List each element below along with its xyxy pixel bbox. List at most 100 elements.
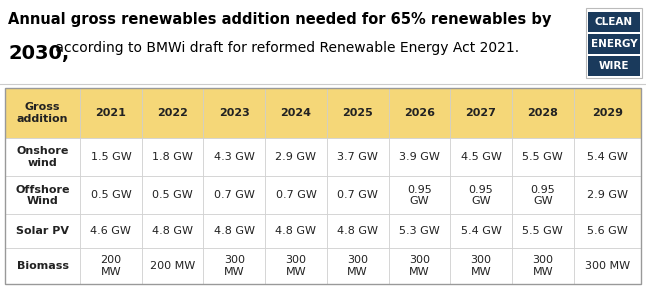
Text: WIRE: WIRE bbox=[599, 61, 629, 71]
Bar bbox=[80, 214, 141, 248]
Bar bbox=[450, 138, 512, 176]
Text: 4.6 GW: 4.6 GW bbox=[90, 226, 131, 236]
Text: 5.4 GW: 5.4 GW bbox=[461, 226, 501, 236]
Text: 5.5 GW: 5.5 GW bbox=[523, 226, 563, 236]
Bar bbox=[5, 176, 80, 214]
Bar bbox=[574, 214, 641, 248]
Text: Solar PV: Solar PV bbox=[16, 226, 69, 236]
Text: 5.3 GW: 5.3 GW bbox=[399, 226, 440, 236]
Bar bbox=[327, 248, 388, 284]
Text: CLEAN: CLEAN bbox=[595, 17, 633, 27]
Text: 1.5 GW: 1.5 GW bbox=[90, 152, 131, 162]
Text: 2030,: 2030, bbox=[8, 44, 69, 63]
Bar bbox=[265, 248, 327, 284]
Bar bbox=[265, 176, 327, 214]
Bar bbox=[512, 248, 574, 284]
Bar bbox=[450, 214, 512, 248]
Bar bbox=[265, 138, 327, 176]
Bar bbox=[203, 88, 265, 138]
Bar bbox=[5, 88, 80, 138]
Bar bbox=[327, 138, 388, 176]
Text: Offshore
Wind: Offshore Wind bbox=[16, 185, 70, 206]
Text: 0.95
GW: 0.95 GW bbox=[468, 185, 494, 206]
Bar bbox=[141, 138, 203, 176]
Bar bbox=[388, 138, 450, 176]
Bar bbox=[5, 214, 80, 248]
Bar bbox=[574, 138, 641, 176]
Bar bbox=[586, 8, 642, 78]
Text: 2025: 2025 bbox=[342, 108, 373, 118]
Bar bbox=[388, 176, 450, 214]
Bar bbox=[574, 248, 641, 284]
Bar bbox=[574, 88, 641, 138]
Text: 200 MW: 200 MW bbox=[150, 261, 195, 271]
Bar bbox=[588, 55, 640, 76]
Bar bbox=[265, 214, 327, 248]
Text: 300
MW: 300 MW bbox=[347, 255, 368, 277]
Text: 2024: 2024 bbox=[280, 108, 311, 118]
Text: 0.7 GW: 0.7 GW bbox=[337, 190, 378, 200]
Text: 0.95
GW: 0.95 GW bbox=[407, 185, 432, 206]
Bar bbox=[450, 248, 512, 284]
Text: 5.4 GW: 5.4 GW bbox=[587, 152, 628, 162]
Bar bbox=[80, 248, 141, 284]
Text: 0.5 GW: 0.5 GW bbox=[90, 190, 131, 200]
Bar bbox=[141, 214, 203, 248]
Bar bbox=[512, 176, 574, 214]
Bar bbox=[203, 248, 265, 284]
Bar bbox=[141, 176, 203, 214]
Bar bbox=[512, 214, 574, 248]
Text: 4.8 GW: 4.8 GW bbox=[152, 226, 193, 236]
Bar bbox=[80, 88, 141, 138]
Bar bbox=[588, 34, 640, 54]
Bar bbox=[450, 88, 512, 138]
Text: 4.8 GW: 4.8 GW bbox=[214, 226, 255, 236]
Bar bbox=[5, 248, 80, 284]
Text: Annual gross renewables addition needed for 65% renewables by: Annual gross renewables addition needed … bbox=[8, 12, 552, 27]
Bar bbox=[265, 88, 327, 138]
Bar bbox=[327, 214, 388, 248]
Text: 1.8 GW: 1.8 GW bbox=[152, 152, 193, 162]
Text: 0.7 GW: 0.7 GW bbox=[276, 190, 317, 200]
Text: 0.7 GW: 0.7 GW bbox=[214, 190, 255, 200]
Bar bbox=[588, 11, 640, 32]
Bar bbox=[203, 138, 265, 176]
Bar bbox=[141, 248, 203, 284]
Text: according to BMWi draft for reformed Renewable Energy Act 2021.: according to BMWi draft for reformed Ren… bbox=[51, 41, 519, 55]
Bar bbox=[80, 176, 141, 214]
Text: 2029: 2029 bbox=[592, 108, 623, 118]
Bar bbox=[512, 138, 574, 176]
Text: 300 MW: 300 MW bbox=[585, 261, 630, 271]
Text: 2028: 2028 bbox=[527, 108, 558, 118]
Text: 3.9 GW: 3.9 GW bbox=[399, 152, 440, 162]
Text: 300
MW: 300 MW bbox=[224, 255, 245, 277]
Text: 5.5 GW: 5.5 GW bbox=[523, 152, 563, 162]
Bar bbox=[388, 214, 450, 248]
Text: 4.5 GW: 4.5 GW bbox=[461, 152, 501, 162]
Text: Biomass: Biomass bbox=[17, 261, 68, 271]
Text: 2022: 2022 bbox=[157, 108, 188, 118]
Text: 300
MW: 300 MW bbox=[286, 255, 306, 277]
Bar bbox=[0, 0, 646, 86]
Text: 5.6 GW: 5.6 GW bbox=[587, 226, 628, 236]
Text: 2026: 2026 bbox=[404, 108, 435, 118]
Bar bbox=[203, 214, 265, 248]
Text: Gross
addition: Gross addition bbox=[17, 102, 68, 124]
Text: 4.8 GW: 4.8 GW bbox=[337, 226, 378, 236]
Text: 0.5 GW: 0.5 GW bbox=[152, 190, 193, 200]
Text: 2027: 2027 bbox=[466, 108, 497, 118]
Text: 3.7 GW: 3.7 GW bbox=[337, 152, 378, 162]
Text: 300
MW: 300 MW bbox=[470, 255, 492, 277]
Text: Onshore
wind: Onshore wind bbox=[16, 146, 68, 168]
Text: 4.3 GW: 4.3 GW bbox=[214, 152, 255, 162]
Bar bbox=[327, 88, 388, 138]
Text: 2.9 GW: 2.9 GW bbox=[587, 190, 628, 200]
Text: 200
MW: 200 MW bbox=[100, 255, 121, 277]
Text: ENERGY: ENERGY bbox=[590, 39, 638, 49]
Text: 300
MW: 300 MW bbox=[532, 255, 553, 277]
Text: 2021: 2021 bbox=[96, 108, 127, 118]
Bar bbox=[450, 176, 512, 214]
Bar bbox=[141, 88, 203, 138]
Bar bbox=[512, 88, 574, 138]
Bar bbox=[80, 138, 141, 176]
